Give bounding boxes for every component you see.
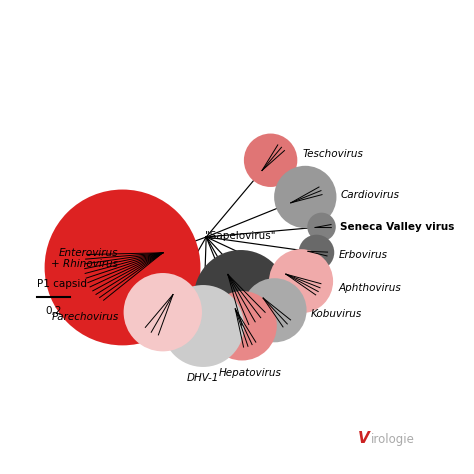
Text: Seneca Valley virus: Seneca Valley virus [340,222,455,232]
Circle shape [45,190,201,346]
Text: Enterovirus
+ Rhinovirus: Enterovirus + Rhinovirus [51,248,118,269]
Text: irologie: irologie [371,433,415,447]
Circle shape [244,134,297,187]
Text: Kobuvirus: Kobuvirus [311,309,362,319]
Text: Hepatovirus: Hepatovirus [219,368,282,378]
Circle shape [124,273,202,351]
Text: Teschovirus: Teschovirus [303,148,364,159]
Text: 0,2: 0,2 [46,306,62,316]
Text: V: V [357,431,369,447]
Circle shape [162,285,244,367]
Circle shape [274,166,337,228]
Text: "Sapelovirus": "Sapelovirus" [205,231,276,241]
Circle shape [307,213,336,241]
Text: Cardiovirus: Cardiovirus [341,190,400,200]
Circle shape [207,291,277,361]
Circle shape [194,250,287,344]
Text: DHV-1: DHV-1 [187,373,219,383]
Circle shape [243,278,307,342]
Circle shape [299,235,334,270]
Text: P1 capsid: P1 capsid [37,279,87,289]
Text: Parechovirus: Parechovirus [52,311,119,322]
Circle shape [269,249,333,313]
Text: Aphthovirus: Aphthovirus [339,283,401,293]
Text: Erbovirus: Erbovirus [339,250,388,260]
